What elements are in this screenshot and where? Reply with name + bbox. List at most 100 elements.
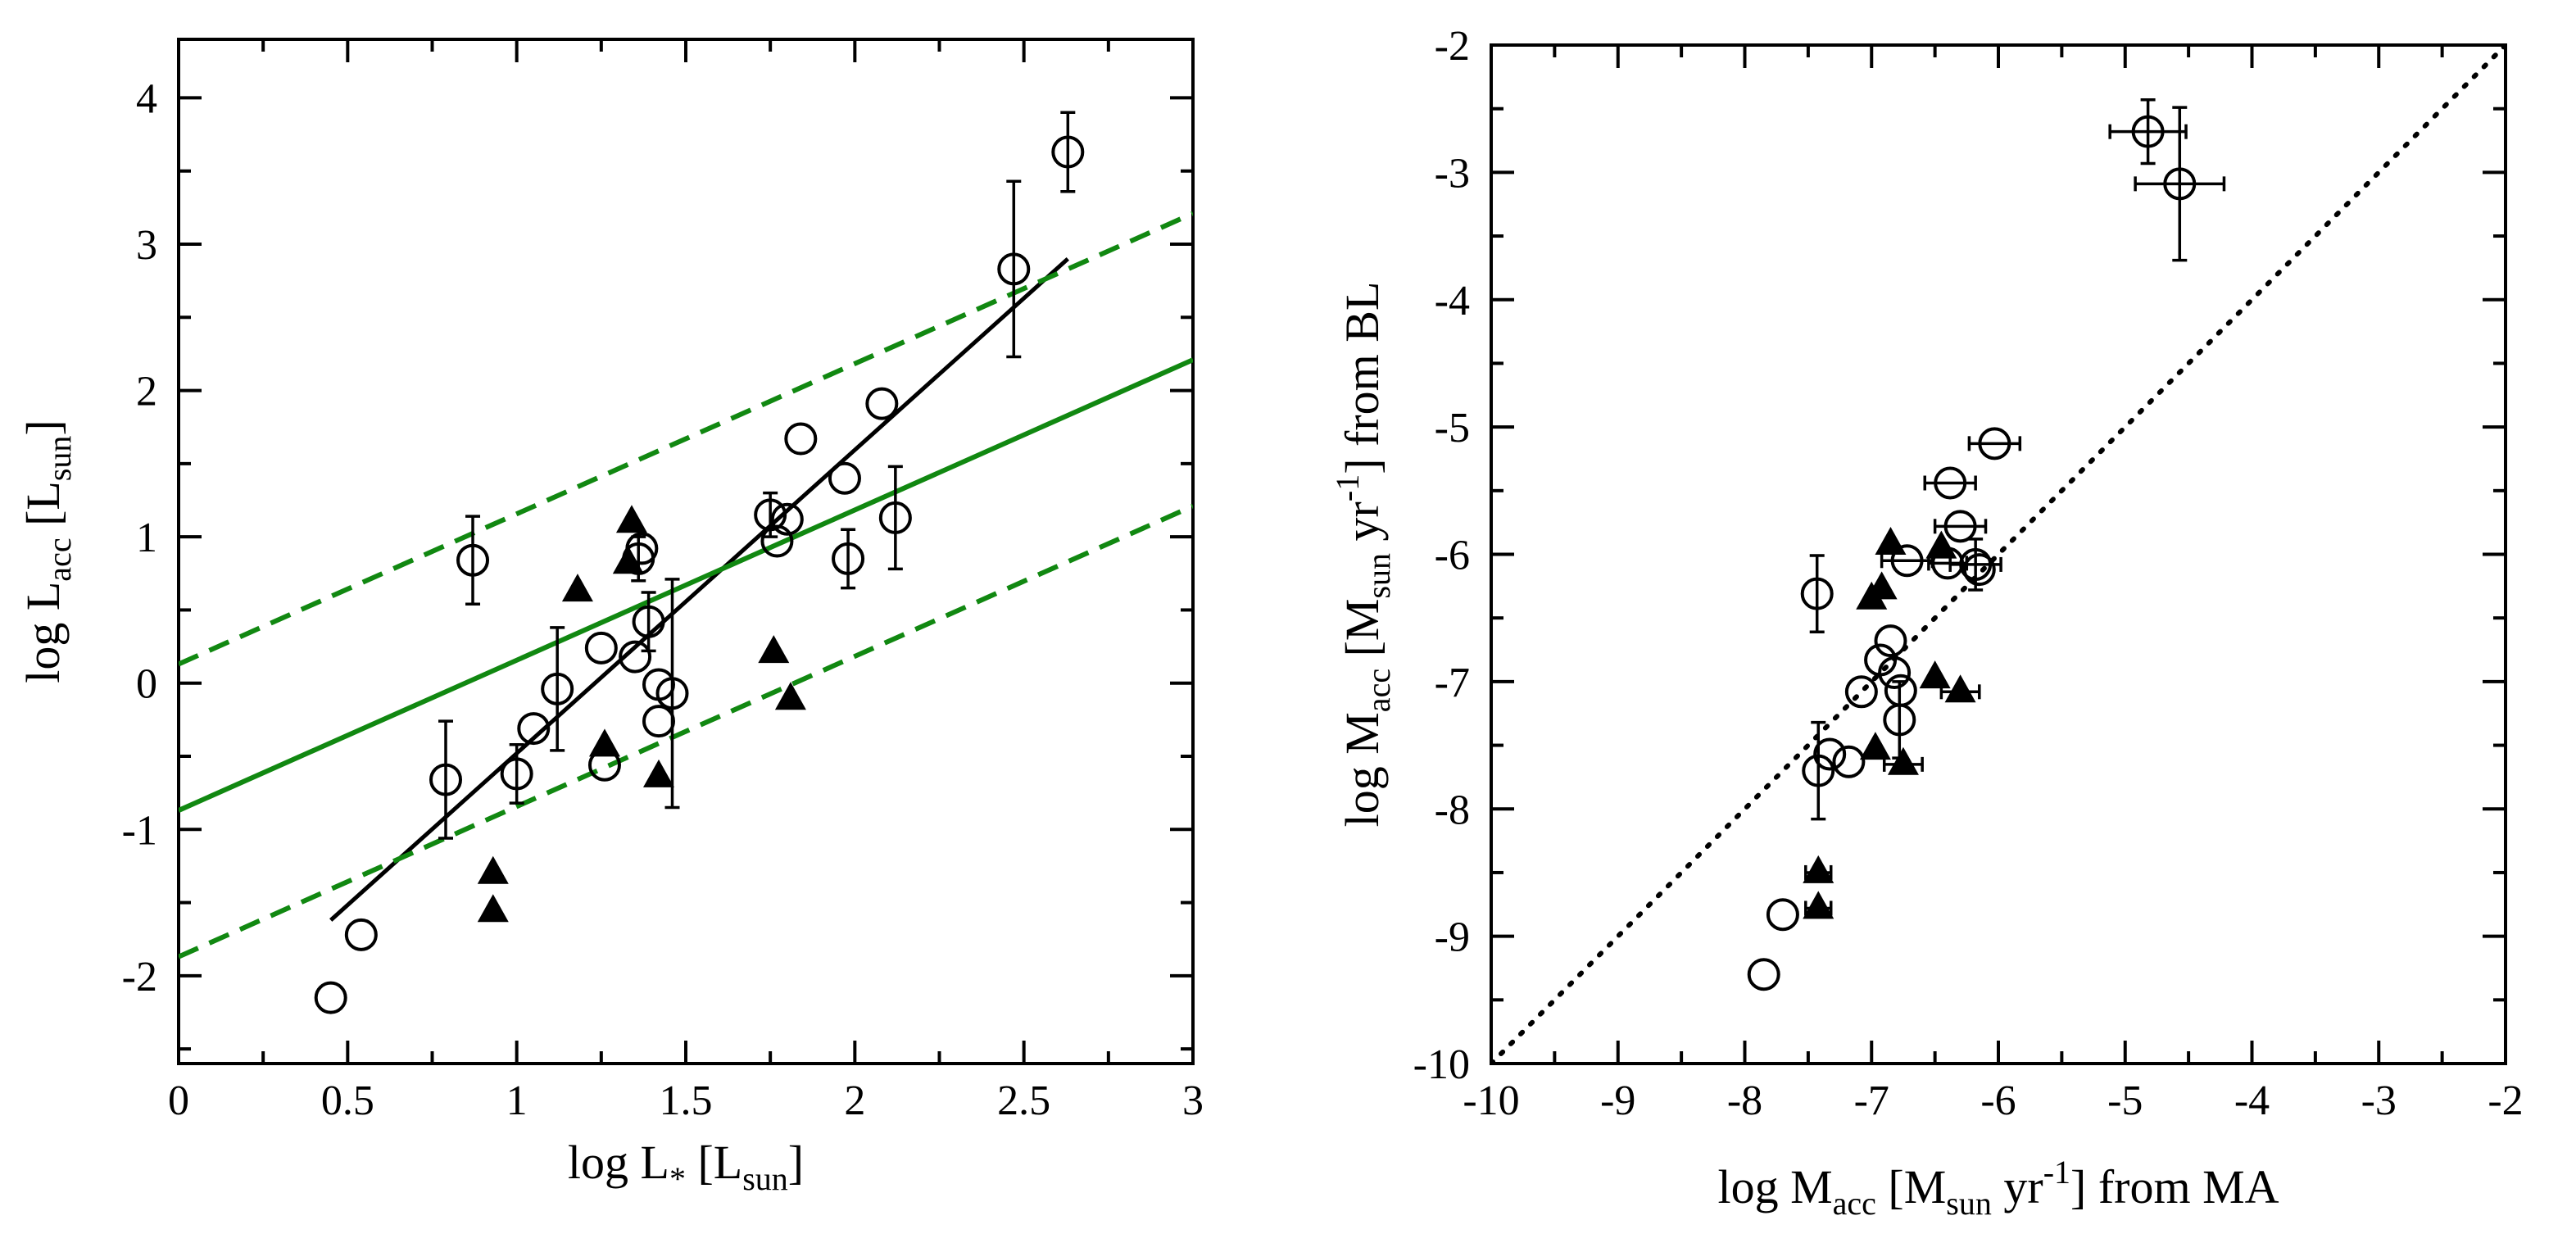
right-x-tick-label: -10 [1463, 1077, 1519, 1124]
right-series-filled-triangles [1803, 526, 1981, 919]
left-circle-point [655, 677, 689, 710]
right-y-tick-label: -2 [1435, 23, 1470, 70]
right-circle-point [1802, 754, 1835, 787]
left-lines [179, 211, 1193, 959]
left-circle-point [314, 981, 347, 1014]
left-y-axis-label: log Lacc [Lsun] [16, 420, 78, 683]
right-line-one-to-one [1491, 45, 2506, 1064]
right-x-tick-label: -5 [2107, 1077, 2143, 1124]
left-circle-point [760, 524, 794, 558]
left-y-tick-label: 4 [136, 75, 157, 122]
right-y-axis-label: log Macc [Msun yr-1] from BL [1329, 282, 1397, 828]
left-line-green-upper [179, 211, 1193, 667]
left-circle-point [997, 252, 1031, 286]
left-y-tick-label: 2 [136, 369, 157, 415]
right-triangle-point [1919, 660, 1951, 689]
axis-label-part: log M [1336, 712, 1389, 827]
left-x-axis-label: log L* [Lsun] [568, 1136, 804, 1197]
left-circle-point [456, 543, 490, 577]
right-circle-point [1962, 553, 1996, 587]
right-triangle-point [1859, 732, 1891, 760]
axis-label-part: acc [1360, 669, 1397, 712]
left-x-tick-label: 1.5 [660, 1077, 713, 1124]
right-circle-point [1874, 624, 1907, 658]
axis-label-part: ] [788, 1136, 804, 1189]
right-circle-point [1832, 745, 1866, 778]
left-triangle-point [477, 855, 509, 884]
left-circle-point [828, 461, 861, 495]
right-triangle-point [1875, 526, 1907, 555]
axis-label-part: * [669, 1160, 686, 1197]
right-circle-point [1890, 544, 1924, 578]
left-y-tick-label: 3 [136, 222, 157, 269]
left-triangle-point [612, 546, 644, 574]
left-x-tick-label: 1 [506, 1077, 528, 1124]
right-circle-point [1747, 958, 1780, 991]
axis-label-part: -1 [2043, 1154, 2070, 1191]
right-y-tick-label: -10 [1413, 1041, 1470, 1088]
right-x-tick-label: -6 [1980, 1077, 2016, 1124]
axis-label-part: [M [1336, 599, 1389, 669]
right-y-tick-label: -7 [1435, 660, 1470, 706]
left-y-tick-label: -2 [122, 954, 157, 1000]
right-x-axis-label: log Macc [Msun yr-1] from MA [1717, 1154, 2279, 1222]
left-circle-point [541, 672, 574, 705]
axis-label-part: ] [16, 420, 70, 435]
axis-label-part: ] from BL [1336, 282, 1389, 474]
left-y-tick-label: 1 [136, 515, 157, 561]
axis-label-part: yr [1336, 501, 1389, 553]
right-circle-point [1813, 737, 1847, 771]
left-triangle-point [774, 682, 806, 710]
left-triangle-point [477, 894, 509, 923]
right-circle-point [1844, 675, 1878, 709]
left-y-tick-label: -1 [122, 807, 157, 854]
right-x-tick-label: -2 [2488, 1077, 2523, 1124]
axis-label-part: [L [686, 1136, 742, 1189]
axis-label-part: sun [1360, 553, 1397, 599]
axis-label-part: sun [1946, 1185, 1992, 1222]
left-circle-point [500, 757, 533, 791]
left-plot-frame [177, 38, 1195, 1065]
right-circle-point [1959, 547, 1993, 581]
right-x-tick-label: -4 [2234, 1077, 2270, 1124]
left-circle-point [1051, 135, 1085, 169]
left-triangle-point [615, 505, 647, 533]
right-y-tick-label: -8 [1435, 787, 1470, 833]
left-line-green-lower [179, 503, 1193, 959]
right-x-tick-label: -9 [1600, 1077, 1635, 1124]
left-line-green-fit [179, 357, 1193, 813]
right-y-tick-label: -9 [1435, 914, 1470, 961]
right-y-tick-label: -6 [1435, 533, 1470, 579]
left-circle-point [517, 712, 551, 746]
axis-label-part: acc [1833, 1185, 1876, 1222]
right-triangle-point [1866, 571, 1898, 600]
right-circle-point [1884, 674, 1917, 707]
axis-label-part: log L [16, 582, 70, 683]
right-triangle-point [1803, 855, 1834, 883]
right-triangle-point [1803, 891, 1834, 919]
right-y-tick-label: -3 [1435, 150, 1470, 197]
left-x-tick-label: 3 [1182, 1077, 1204, 1124]
right-y-tick-label: -4 [1435, 278, 1470, 324]
left-circle-point [584, 631, 618, 665]
axis-label-part: ] from MA [2070, 1160, 2279, 1213]
left-y-tick-label: 0 [136, 661, 157, 708]
left-circle-point [344, 918, 378, 951]
axis-label-part: yr [1992, 1160, 2043, 1213]
right-circle-point [1766, 898, 1799, 932]
right-circle-point [1943, 510, 1977, 543]
left-triangle-point [758, 635, 790, 664]
right-chart-panel: -10 -9 -8 -7 -6 -5 -4 -3 -2 -10 -9 -8 -7 -6 -5 -4 -3 -2 lo… [1329, 23, 2524, 1222]
left-circle-point [429, 763, 463, 796]
left-triangle-point [588, 728, 620, 757]
right-x-tick-label: -7 [1854, 1077, 1889, 1124]
right-plot-frame [1490, 43, 2507, 1065]
left-circle-point [865, 387, 899, 420]
left-circle-point [832, 542, 865, 575]
right-triangle-point [1887, 746, 1919, 775]
left-triangle-point [642, 759, 674, 787]
left-x-tick-label: 0 [168, 1077, 189, 1124]
left-circle-point [619, 640, 652, 674]
right-x-tick-label: -8 [1727, 1077, 1762, 1124]
